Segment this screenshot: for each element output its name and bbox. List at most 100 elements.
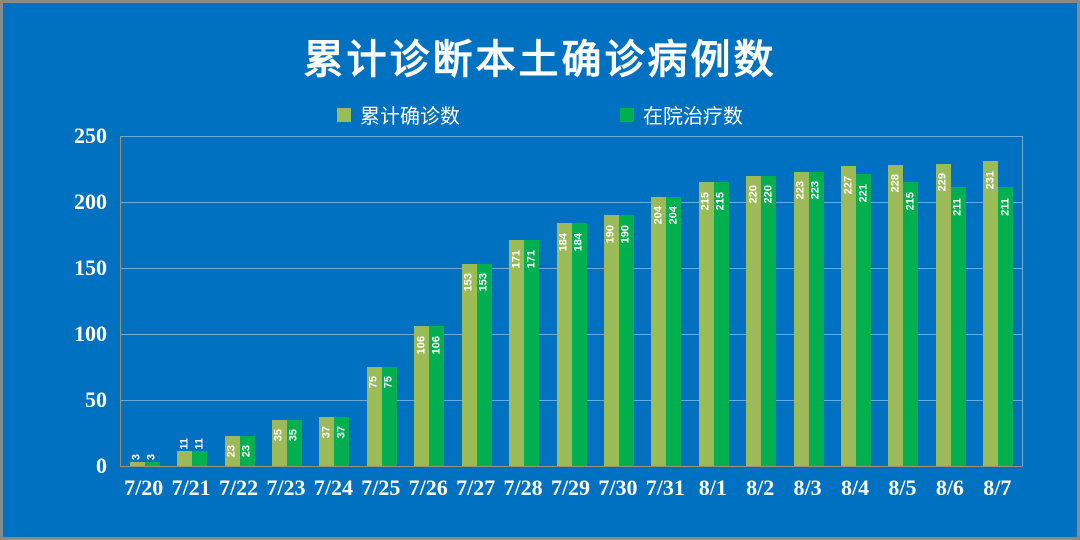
bar-value-label: 3 [145, 453, 158, 461]
y-tick-label-50: 50 [85, 387, 107, 412]
bar-value-label: 229 [936, 173, 949, 192]
x-tick-label-8/1: 8/1 [698, 475, 727, 500]
x-tick-label-8/5: 8/5 [888, 475, 917, 500]
gridline-200 [121, 202, 1022, 203]
y-tick-label-0: 0 [96, 453, 107, 478]
bar-value-label: 75 [382, 375, 395, 389]
bar-累计确诊数-7/24: 37 [319, 417, 335, 466]
bar-value-label: 3 [130, 453, 143, 461]
bar-在院治疗数-8/6: 211 [950, 187, 966, 466]
bar-在院治疗数-7/27: 153 [476, 264, 492, 466]
bar-累计确诊数-7/22: 23 [224, 435, 240, 466]
bar-group-7/31: 204 204 [643, 136, 690, 466]
bar-value-label: 35 [287, 428, 300, 441]
bar-在院治疗数-7/30: 190 [618, 215, 634, 466]
bar-累计确诊数-8/4: 227 [841, 166, 857, 466]
bar-累计确诊数-7/20: 3 [129, 454, 145, 466]
bar-value-label: 220 [762, 185, 775, 204]
bar-value-label: 184 [557, 232, 570, 251]
bar-value-label: 37 [320, 426, 333, 439]
bar-value-label: 184 [572, 232, 585, 251]
bar-value-label: 204 [652, 206, 665, 225]
x-tick-label-7/27: 7/27 [456, 475, 496, 500]
bar-group-7/30: 190 190 [595, 136, 642, 466]
y-tick-label-100: 100 [74, 321, 107, 346]
bar-在院治疗数-7/31: 204 [666, 196, 682, 466]
bar-group-7/24: 37 37 [311, 136, 358, 466]
bar-value-label: 37 [335, 426, 348, 439]
bar-value-label: 215 [904, 191, 917, 210]
bar-value-label: 215 [714, 191, 727, 210]
bar-group-8/3: 223 223 [785, 136, 832, 466]
bar-累计确诊数-8/1: 215 [698, 182, 714, 466]
bar-series: 3 3 11 11 23 23 35 35 37 37 75 75 106 106 153 153 171 171… [121, 136, 1022, 466]
bar-value-label: 204 [667, 206, 680, 225]
bar-在院治疗数-8/1: 215 [713, 182, 729, 466]
bar-value-label: 11 [193, 437, 206, 450]
bar-value-label: 35 [272, 428, 285, 441]
bar-累计确诊数-8/2: 220 [746, 175, 762, 466]
bar-累计确诊数-7/27: 153 [461, 264, 477, 466]
x-tick-label-8/6: 8/6 [935, 475, 964, 500]
bar-value-label: 223 [794, 181, 807, 200]
bar-在院治疗数-7/28: 171 [524, 240, 540, 466]
legend-swatch-inhospital-icon [620, 107, 634, 122]
x-tick-label-7/26: 7/26 [408, 475, 448, 500]
bar-在院治疗数-7/29: 184 [571, 223, 587, 466]
x-tick-label-8/4: 8/4 [840, 475, 870, 500]
bar-group-8/4: 227 221 [832, 136, 879, 466]
x-tick-label-7/28: 7/28 [503, 475, 543, 500]
bar-累计确诊数-7/23: 35 [271, 419, 287, 466]
bar-value-label: 227 [842, 175, 855, 195]
chart-title: 累计诊断本土确诊病例数 [303, 38, 777, 82]
bar-在院治疗数-7/23: 35 [286, 419, 302, 466]
bar-value-label: 228 [889, 174, 902, 193]
gridline-250 [121, 136, 1022, 137]
legend-label-cumulative: 累计确诊数 [360, 106, 460, 128]
bar-group-7/22: 23 23 [216, 136, 263, 466]
bar-value-label: 211 [999, 197, 1012, 216]
x-tick-label-7/20: 7/20 [124, 475, 164, 500]
bar-value-label: 11 [178, 437, 191, 450]
legend-swatch-cumulative-icon [337, 107, 351, 122]
bar-在院治疗数-7/20: 3 [144, 454, 160, 466]
bar-value-label: 231 [984, 170, 997, 189]
bar-在院治疗数-7/22: 23 [239, 435, 255, 466]
x-axis: 7/20 7/21 7/22 7/23 7/24 7/25 7/26 7/27 7/28 7/29… [120, 475, 1021, 501]
bar-累计确诊数-7/28: 171 [509, 240, 525, 466]
bar-group-7/26: 106 106 [406, 136, 453, 466]
bar-value-label: 153 [477, 273, 490, 292]
bar-group-7/29: 184 184 [548, 136, 595, 466]
legend-item-cumulative: 累计确诊数 [337, 100, 460, 129]
bar-累计确诊数-7/31: 204 [651, 196, 667, 466]
bar-value-label: 171 [525, 249, 538, 269]
bar-累计确诊数-8/6: 229 [935, 163, 951, 466]
bar-累计确诊数-8/3: 223 [793, 171, 809, 466]
x-tick-label-7/31: 7/31 [645, 475, 685, 500]
legend: 累计确诊数 在院治疗数 [3, 100, 1077, 129]
plot-area: 3 3 11 11 23 23 35 35 37 37 75 75 106 106 153 153 171 171… [120, 136, 1023, 467]
bar-value-label: 106 [430, 335, 443, 354]
x-tick-label-7/30: 7/30 [598, 475, 638, 500]
bar-在院治疗数-8/2: 220 [761, 175, 777, 466]
bar-value-label: 190 [604, 224, 617, 243]
x-tick-label-7/24: 7/24 [313, 475, 353, 500]
bar-在院治疗数-7/26: 106 [429, 326, 445, 466]
x-tick-label-8/2: 8/2 [746, 475, 775, 500]
bar-在院治疗数-7/24: 37 [334, 417, 350, 466]
bar-在院治疗数-7/25: 75 [381, 367, 397, 466]
x-tick-label-7/22: 7/22 [218, 475, 259, 500]
bar-在院治疗数-8/7: 211 [998, 187, 1014, 466]
bar-累计确诊数-7/30: 190 [603, 215, 619, 466]
x-tick-label-7/29: 7/29 [550, 475, 591, 500]
y-tick-label-250: 250 [74, 123, 107, 148]
bar-value-label: 23 [240, 444, 253, 457]
bar-累计确诊数-7/26: 106 [414, 326, 430, 466]
bar-group-8/7: 231 211 [975, 136, 1022, 466]
bar-value-label: 106 [415, 335, 428, 354]
bar-value-label: 215 [699, 191, 712, 210]
bar-group-7/23: 35 35 [263, 136, 310, 466]
bar-group-8/6: 229 211 [927, 136, 974, 466]
